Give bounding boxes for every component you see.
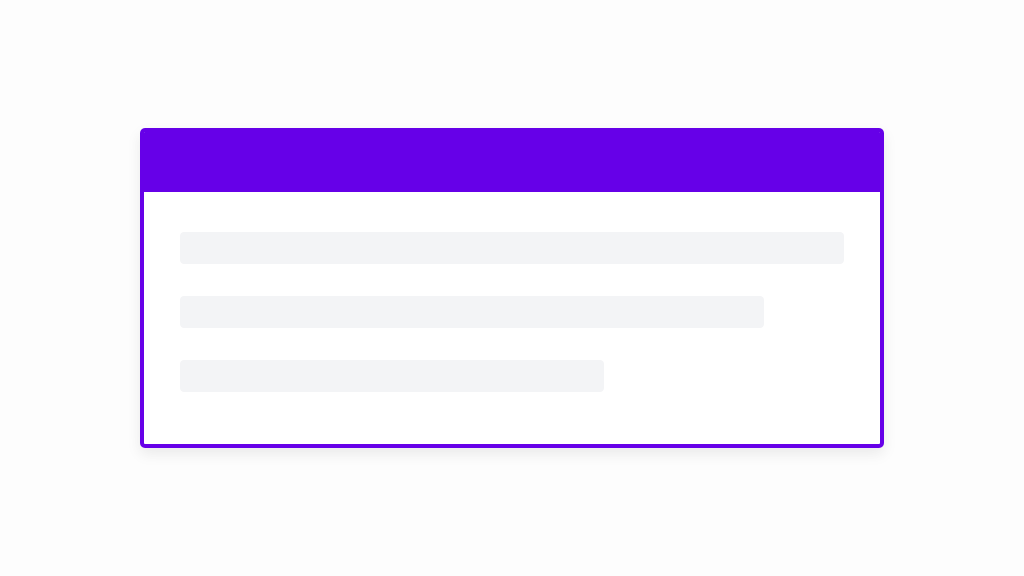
skeleton-line [180,296,764,328]
card-header [144,132,880,192]
loading-card [140,128,884,448]
skeleton-line [180,360,604,392]
skeleton-line [180,232,844,264]
